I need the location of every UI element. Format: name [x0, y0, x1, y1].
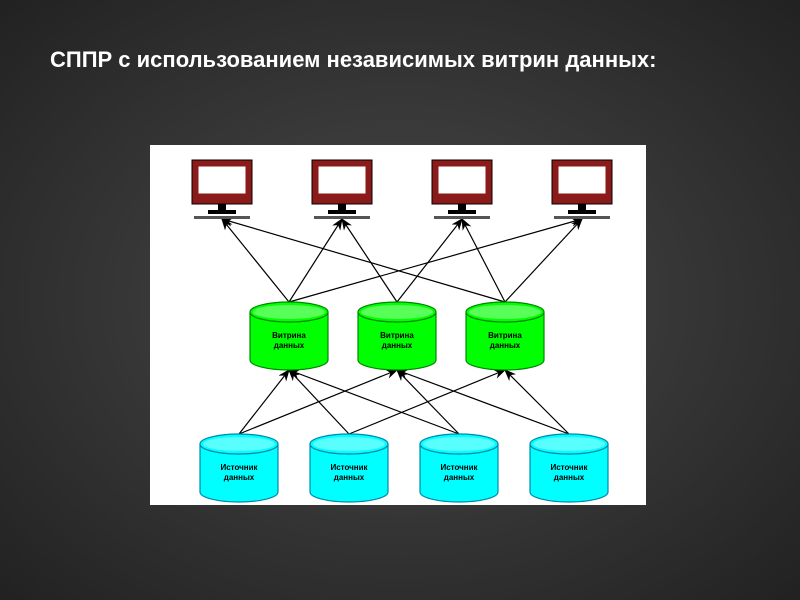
monitor-icon: [432, 160, 492, 219]
svg-text:Источник: Источник: [440, 463, 478, 472]
svg-text:Витрина: Витрина: [380, 331, 414, 340]
svg-text:Витрина: Витрина: [272, 331, 306, 340]
data-source-cylinder: Источникданных: [420, 434, 498, 502]
svg-text:данных: данных: [274, 341, 305, 350]
monitor-icon: [192, 160, 252, 219]
edge: [505, 370, 569, 434]
data-source-cylinder: Источникданных: [310, 434, 388, 502]
svg-text:данных: данных: [554, 473, 585, 482]
edge: [462, 219, 505, 302]
architecture-diagram: ВитринаданныхВитринаданныхВитринаданныхИ…: [0, 0, 800, 600]
data-mart-cylinder: Витринаданных: [250, 302, 328, 370]
svg-text:данных: данных: [490, 341, 521, 350]
svg-text:Источник: Источник: [220, 463, 258, 472]
edge: [222, 219, 505, 302]
monitor-icon: [312, 160, 372, 219]
data-mart-cylinder: Витринаданных: [358, 302, 436, 370]
edge: [289, 219, 582, 302]
edge: [397, 370, 459, 434]
data-source-cylinder: Источникданных: [200, 434, 278, 502]
data-mart-cylinder: Витринаданных: [466, 302, 544, 370]
edge: [342, 219, 397, 302]
data-source-cylinder: Источникданных: [530, 434, 608, 502]
edge: [505, 219, 582, 302]
svg-text:данных: данных: [334, 473, 365, 482]
svg-text:Витрина: Витрина: [488, 331, 522, 340]
edge: [397, 219, 462, 302]
monitor-icon: [552, 160, 612, 219]
svg-text:Источник: Источник: [330, 463, 368, 472]
edge: [222, 219, 289, 302]
svg-text:данных: данных: [444, 473, 475, 482]
svg-text:данных: данных: [382, 341, 413, 350]
nodes-layer: ВитринаданныхВитринаданныхВитринаданныхИ…: [192, 160, 612, 502]
svg-text:данных: данных: [224, 473, 255, 482]
edge: [289, 370, 349, 434]
svg-text:Источник: Источник: [550, 463, 588, 472]
